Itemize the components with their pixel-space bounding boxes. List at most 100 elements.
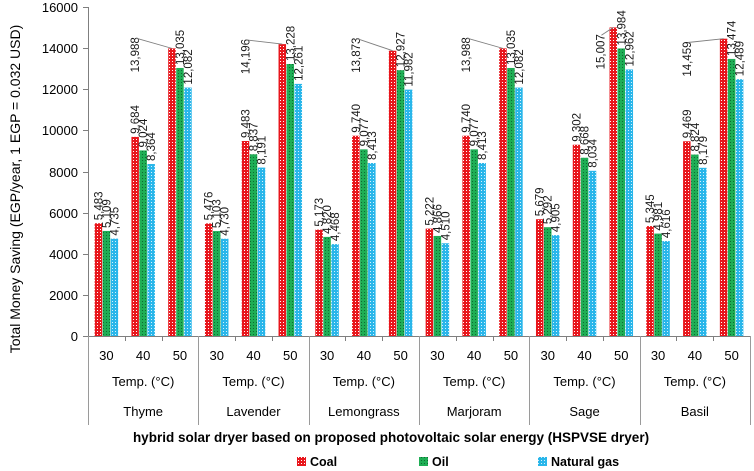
bar-coal — [388, 50, 397, 336]
data-label-natural-gas: 12,082 — [514, 49, 526, 84]
legend-item-coal: Coal — [297, 455, 337, 469]
temperature-axis-label: Temp. (°C) — [443, 374, 505, 389]
y-tick-label: 6000 — [49, 206, 78, 221]
leader-line — [246, 39, 283, 45]
legend-swatch-oil — [419, 457, 428, 466]
data-label-oil: 13,228 — [285, 26, 297, 61]
data-label-oil: 8,668 — [580, 126, 592, 155]
category-label-temperature: 40 — [467, 348, 481, 363]
category-label-temperature: 50 — [283, 348, 297, 363]
data-label-oil: 13,474 — [727, 20, 739, 56]
data-label-natural-gas: 11,982 — [404, 52, 416, 86]
data-label-oil: 8,837 — [249, 123, 261, 152]
bar-coal — [204, 223, 213, 336]
y-tick-label: 2000 — [49, 288, 78, 303]
data-label-coal: 5,679 — [535, 187, 547, 216]
herb-label-sage: Sage — [569, 404, 599, 419]
bar-natural-gas — [220, 238, 229, 336]
data-label-natural-gas: 4,735 — [109, 207, 121, 236]
data-label-coal: 13,873 — [351, 38, 363, 73]
leader-line — [136, 37, 173, 49]
data-label-coal: 13,988 — [130, 37, 142, 72]
bar-oil — [727, 58, 736, 336]
data-label-coal: 9,740 — [461, 104, 473, 133]
data-label-oil: 4,866 — [432, 204, 444, 233]
herb-label-lavender: Lavender — [226, 404, 281, 419]
temperature-axis-label: Temp. (°C) — [112, 374, 174, 389]
bar-oil — [617, 48, 626, 336]
category-label-temperature: 50 — [393, 348, 407, 363]
y-tick-label: 10000 — [42, 123, 78, 138]
temperature-axis-label: Temp. (°C) — [222, 374, 284, 389]
temperature-axis-label: Temp. (°C) — [333, 374, 395, 389]
bar-natural-gas — [551, 235, 560, 336]
herb-label-thyme: Thyme — [123, 404, 163, 419]
data-label-natural-gas: 4,905 — [551, 203, 563, 232]
bar-oil — [691, 154, 699, 336]
category-label-temperature: 30 — [209, 348, 223, 363]
bar-natural-gas — [515, 87, 523, 336]
bar-coal — [683, 141, 691, 336]
data-label-coal: 14,196 — [241, 39, 253, 74]
data-label-oil: 13,035 — [506, 30, 518, 65]
bar-natural-gas — [110, 238, 119, 336]
data-label-coal: 5,173 — [314, 198, 326, 227]
data-label-natural-gas: 12,082 — [183, 49, 195, 84]
data-label-oil: 12,927 — [396, 32, 408, 67]
legend-label-coal: Coal — [310, 455, 337, 469]
bar-natural-gas — [257, 167, 266, 336]
bar-natural-gas — [625, 69, 634, 336]
bar-oil — [580, 157, 589, 336]
data-label-oil: 9,024 — [138, 118, 150, 147]
bar-oil — [139, 150, 147, 336]
bar-coal — [425, 228, 434, 336]
data-label-natural-gas: 12,489 — [735, 41, 747, 76]
data-label-oil: 8,824 — [690, 122, 702, 151]
data-label-natural-gas: 8,179 — [698, 136, 710, 165]
bar-natural-gas — [294, 83, 303, 337]
data-label-oil: 5,103 — [212, 199, 224, 228]
bar-oil — [176, 67, 184, 337]
data-label-natural-gas: 4,468 — [330, 212, 342, 241]
data-label-natural-gas: 4,730 — [220, 207, 232, 236]
bar-natural-gas — [662, 241, 670, 336]
data-label-oil: 13,984 — [616, 10, 628, 46]
category-label-temperature: 40 — [246, 348, 260, 363]
data-label-natural-gas: 8,364 — [146, 132, 158, 161]
category-label-temperature: 30 — [651, 348, 665, 363]
bar-coal — [646, 226, 654, 336]
data-label-coal: 15,007 — [595, 34, 607, 69]
bar-natural-gas — [184, 87, 192, 336]
bar-oil — [543, 227, 552, 336]
legend-swatch-coal — [297, 457, 306, 466]
category-label-temperature: 50 — [724, 348, 738, 363]
category-label-temperature: 50 — [173, 348, 187, 363]
data-label-natural-gas: 12,261 — [293, 46, 305, 81]
bar-coal — [499, 48, 507, 336]
data-label-natural-gas: 8,034 — [588, 138, 600, 167]
data-label-oil: 13,035 — [175, 30, 187, 65]
bar-oil — [286, 63, 295, 337]
bar-coal — [352, 135, 360, 336]
data-label-natural-gas: 8,413 — [477, 131, 489, 160]
data-label-coal: 14,459 — [682, 41, 694, 76]
herb-label-marjoram: Marjoram — [447, 404, 502, 419]
bar-natural-gas — [368, 163, 376, 336]
category-label-temperature: 40 — [577, 348, 591, 363]
data-label-oil: 9,077 — [359, 118, 371, 147]
data-label-coal: 13,988 — [461, 37, 473, 72]
bar-coal — [609, 27, 618, 337]
x-axis-title: hybrid solar dryer based on proposed pho… — [133, 430, 649, 445]
data-label-natural-gas: 8,191 — [257, 136, 269, 165]
category-label-temperature: 30 — [320, 348, 334, 363]
bar-oil — [360, 149, 368, 336]
bar-oil — [470, 149, 478, 336]
bar-oil — [249, 154, 258, 336]
bar-oil — [102, 230, 111, 336]
data-label-coal: 9,684 — [130, 104, 142, 133]
bar-oil — [212, 231, 221, 336]
temperature-axis-label: Temp. (°C) — [664, 374, 726, 389]
bar-natural-gas — [404, 89, 413, 337]
data-label-coal: 9,483 — [241, 109, 253, 138]
